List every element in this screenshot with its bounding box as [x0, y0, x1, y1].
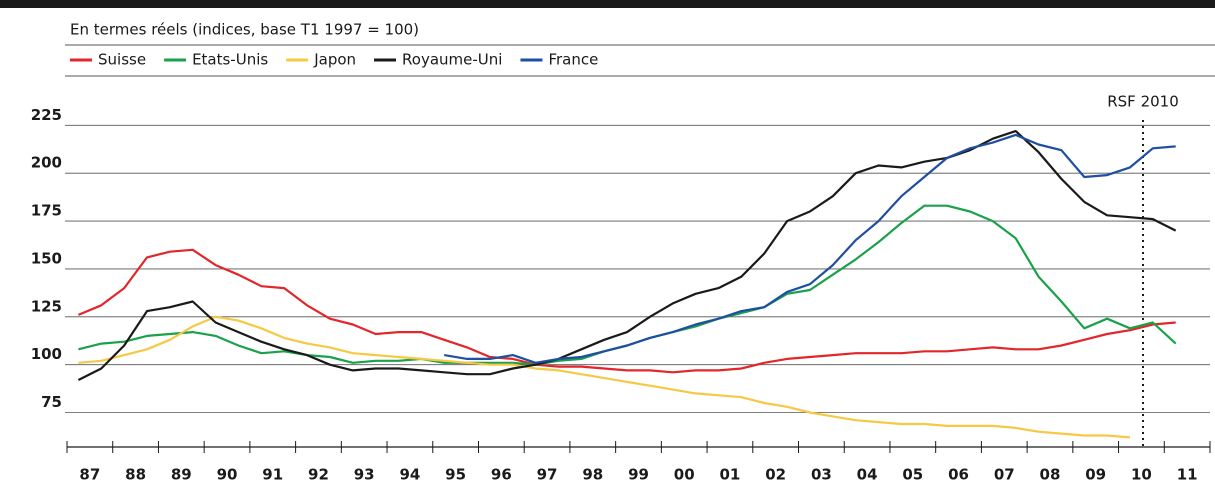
legend-label: Etats-Unis — [192, 51, 268, 69]
x-tick-label: 02 — [765, 466, 786, 484]
series-line — [77, 248, 1176, 374]
x-tick-label: 07 — [994, 466, 1015, 484]
x-tick-label: 06 — [948, 466, 969, 484]
x-tick-label: 01 — [720, 466, 741, 484]
legend-label: Suisse — [98, 51, 146, 69]
y-tick-label: 200 — [31, 154, 62, 172]
series-line — [444, 133, 1176, 364]
x-tick-label: 96 — [491, 466, 512, 484]
series-line — [78, 315, 1131, 439]
x-tick-label: 03 — [811, 466, 832, 484]
x-tick-label: 94 — [399, 466, 420, 484]
annotation: RSF 2010 — [1107, 93, 1179, 111]
x-tick-label: 88 — [125, 466, 146, 484]
series-line — [77, 130, 1177, 381]
y-tick-label: 225 — [31, 106, 62, 124]
legend-label: Japon — [313, 51, 356, 69]
x-tick-label: 90 — [217, 466, 238, 484]
series-line — [78, 204, 1177, 366]
x-tick-label: 11 — [1177, 466, 1198, 484]
y-tick-label: 175 — [31, 202, 62, 220]
x-tick-label: 95 — [445, 466, 466, 484]
x-tick-label: 91 — [262, 466, 283, 484]
x-tick-label: 93 — [354, 466, 375, 484]
y-tick-label: 150 — [31, 249, 62, 267]
x-tick-label: 87 — [79, 466, 100, 484]
x-tick-label: 98 — [582, 466, 603, 484]
legend-label: Royaume-Uni — [402, 51, 502, 69]
x-tick-label: 09 — [1085, 466, 1106, 484]
x-tick-label: 04 — [857, 466, 878, 484]
x-tick-label: 97 — [537, 466, 558, 484]
x-tick-label: 05 — [902, 466, 923, 484]
legend-label: France — [548, 51, 598, 69]
x-tick-label: 08 — [1040, 466, 1061, 484]
y-tick-label: 125 — [31, 297, 62, 315]
legend: Suisse Etats-Unis Japon Royaume-Uni France — [70, 51, 598, 69]
x-tick-label: 92 — [308, 466, 329, 484]
top-bar — [0, 0, 1215, 8]
x-tick-label: 89 — [171, 466, 192, 484]
x-tick-label: 10 — [1131, 466, 1152, 484]
y-tick-label: 75 — [41, 393, 62, 411]
chart-subtitle: En termes réels (indices, base T1 1997 =… — [70, 21, 419, 39]
x-tick-label: 99 — [628, 466, 649, 484]
y-tick-label: 100 — [31, 345, 62, 363]
x-tick-label: 00 — [674, 466, 695, 484]
